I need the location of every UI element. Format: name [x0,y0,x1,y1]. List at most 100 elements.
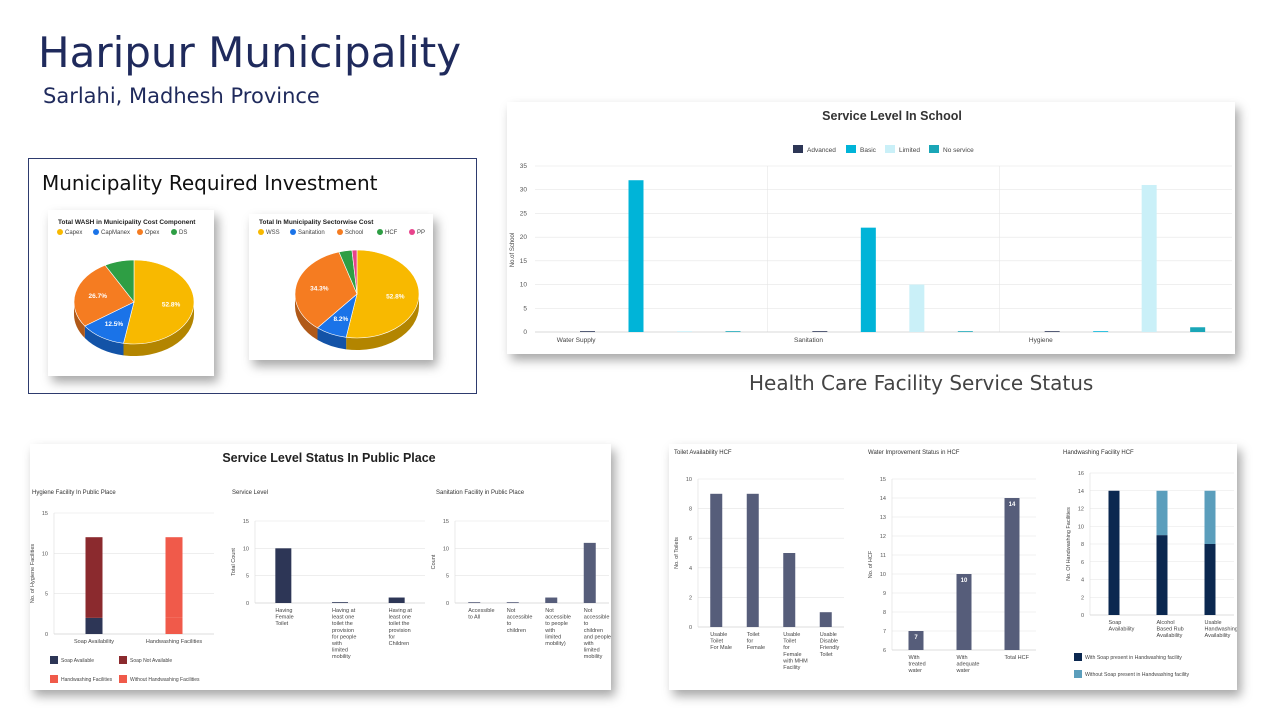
legend-swatch [929,145,939,153]
pie-slice [351,249,358,295]
y-tick-label: 30 [520,187,528,194]
legend-label: Soap Not Available [130,658,172,664]
legend-swatch [119,675,127,683]
bar [710,493,723,627]
x-tick-label: Toilet for Female [747,632,765,651]
bar [819,612,832,627]
legend-label: Capex [65,230,82,236]
legend-label: HCF [385,230,398,236]
bar [1044,331,1060,332]
hcf-card: Toilet Availability HCF 0 2 4 6 8 10 No. of Toi… [669,444,1238,690]
y-tick-label: 7 [883,629,886,635]
school-chart-card: Service Level In School Advanced Basic Limi… [507,102,1235,354]
y-tick-label: 6 [1081,560,1084,566]
y-tick-label: 10 [880,572,886,578]
legend-swatch [258,229,264,235]
legend-swatch [137,229,143,235]
bar [1004,498,1020,650]
y-tick-label: 20 [520,234,528,241]
legend-swatch [50,656,58,664]
x-tick-label: Handwashing Facilities [146,639,202,645]
y-tick-label: 15 [42,511,48,517]
bar [332,602,348,603]
bar [580,331,595,332]
y-tick-label: 4 [689,566,692,572]
x-tick-label: Water Supply [557,337,597,344]
pie-card-cost-component: Total WASH in Municipality Cost Componen… [48,210,214,376]
school-service-chart: Service Level In School Advanced Basic Limi… [510,109,1232,344]
legend-label: WSS [266,230,280,236]
y-tick-label: 0 [1081,613,1084,619]
y-tick-label: 10 [243,546,249,552]
bar [725,331,741,332]
y-tick-label: 15 [443,519,449,525]
legend-label: With Soap present in Handwashing facilit… [1085,655,1182,661]
y-tick-label: 5 [446,574,449,580]
page-title: Haripur Municipality [38,28,462,77]
y-tick-label: 15 [243,519,249,525]
pie-slice-side [346,294,419,350]
pie-slice [345,249,420,339]
bar [1190,327,1206,332]
page-subtitle: Sarlahi, Madhesh Province [43,84,320,108]
y-tick-label: 6 [883,648,886,654]
pie-slice-side [317,327,347,350]
subchart-title: Service Level [232,490,268,496]
subchart-title: Sanitation Facility in Public Place [436,490,525,496]
legend-label: School [345,230,363,236]
legend-swatch [409,229,415,235]
legend-label: PP [417,230,425,236]
legend-swatch [846,145,856,153]
pie-data-label: 26.7% [89,293,108,300]
x-tick-label: Having Female Toilet [275,608,293,627]
panel-title: Service Level Status In Public Place [222,451,435,465]
subchart-title: Water Improvement Status in HCF [868,450,960,456]
pie-slice-side [84,326,124,356]
x-tick-label: Soap Availability [1109,620,1135,633]
bar-segment [165,617,183,634]
bar-segment [165,537,183,618]
y-tick-label: 5 [523,305,527,312]
bar [1093,331,1109,332]
pie-title: Total In Municipality Sectorwise Cost [259,219,374,226]
bar-segment [85,537,103,618]
bar [909,284,925,332]
y-tick-label: 35 [520,163,528,170]
legend-swatch [171,229,177,235]
legend-swatch [119,656,127,664]
y-tick-label: 15 [880,477,886,483]
y-tick-label: 10 [686,477,692,483]
x-tick-label: Usable Toilet For Male [710,632,732,651]
pie-data-label: 52.8% [386,293,405,300]
bar [583,542,596,603]
y-axis-label: No. of Toilets [674,537,680,569]
legend-label: Soap Available [61,658,94,664]
bar-data-label: 14 [1009,502,1016,508]
y-tick-label: 6 [689,536,692,542]
bar [860,227,876,332]
hcf-charts: Toilet Availability HCF 0 2 4 6 8 10 No. of Toi… [674,450,1238,678]
legend-swatch [290,229,296,235]
pie-chart-sectorwise: Total In Municipality Sectorwise Cost WSS… [258,219,425,350]
y-axis-label: No. Of Handwashing Facilities [1066,507,1072,581]
bar [956,574,972,650]
y-tick-label: 5 [246,574,249,580]
x-tick-label: Not accessible to people with limited mobilit… [544,608,571,647]
y-tick-label: 12 [1078,507,1084,513]
bar-segment [1108,490,1120,615]
y-tick-label: 10 [520,282,528,289]
y-tick-label: 4 [1081,578,1084,584]
bar [506,602,519,603]
bar [545,597,558,603]
pie-data-label: 52.8% [162,301,181,308]
x-tick-label: Not accessible to children [507,608,533,634]
legend-label: Without Handwashing Facilities [130,677,200,683]
pie-slice-side [74,302,85,339]
y-tick-label: 5 [45,592,48,598]
hcf-heading: Health Care Facility Service Status [749,371,1094,395]
y-tick-label: 14 [880,496,886,502]
y-tick-label: 25 [520,210,528,217]
legend-swatch [1074,670,1082,678]
x-tick-label: Hygiene [1029,337,1053,344]
x-tick-label: Having at least one toilet the provision for… [331,608,356,660]
